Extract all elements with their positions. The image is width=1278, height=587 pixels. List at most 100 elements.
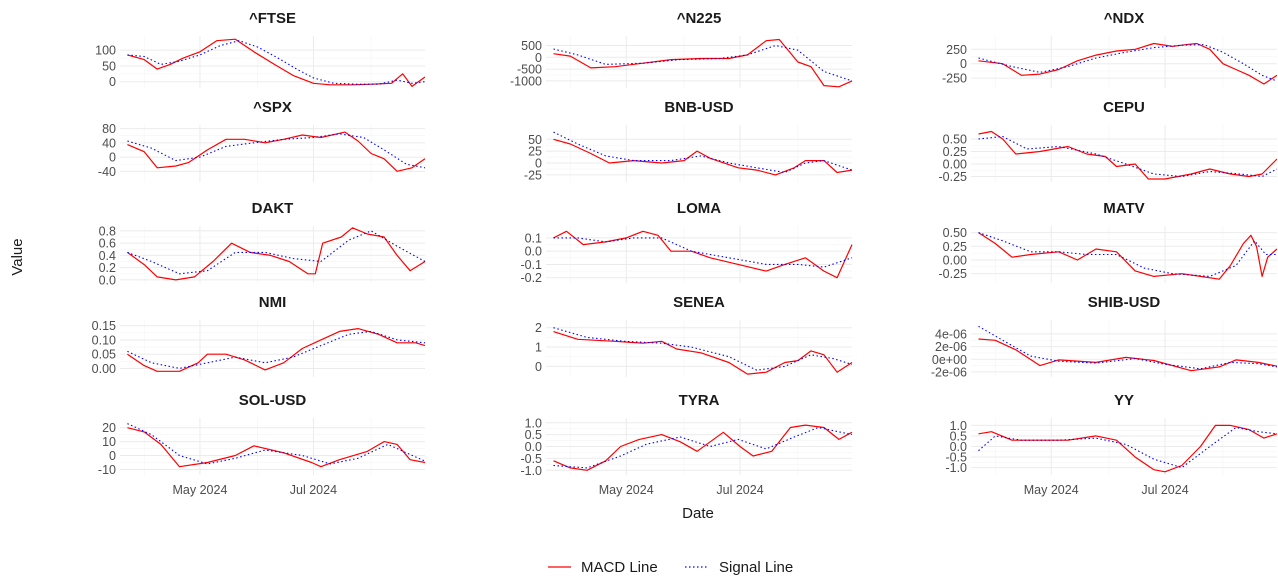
y-tick-label: 0.50 — [943, 226, 967, 240]
y-tick-label: 0.00 — [943, 253, 967, 267]
macd-line-series — [978, 42, 1278, 85]
y-tick-label: 0.1 — [525, 231, 542, 245]
y-tick-label: -0.5 — [520, 452, 542, 466]
signal-line-series — [978, 426, 1278, 469]
y-tick-label: 50 — [102, 59, 116, 73]
y-tick-label: -0.2 — [520, 271, 542, 285]
facet-title: MATV — [1103, 200, 1144, 217]
y-tick-label: -0.25 — [939, 267, 968, 281]
y-tick-label: 0.0 — [525, 245, 542, 259]
y-tick-label: -0.25 — [939, 170, 968, 184]
facet-title: SENEA — [673, 294, 725, 311]
y-tick-label: 0.2 — [99, 261, 116, 275]
y-tick-label: 50 — [528, 133, 542, 147]
y-tick-label: 2e-06 — [935, 340, 967, 354]
y-tick-label: 500 — [521, 39, 542, 53]
y-tick-label: 250 — [946, 43, 967, 57]
signal-line-series — [553, 426, 853, 469]
y-tick-label: 0.0 — [525, 440, 542, 454]
y-tick-label: 0.25 — [943, 240, 967, 254]
x-tick-label: Jul 2024 — [716, 483, 763, 497]
y-tick-label: 100 — [95, 44, 116, 58]
y-tick-label: -1.0 — [945, 461, 967, 475]
macd-line-series — [978, 424, 1278, 473]
x-tick-label: Jul 2024 — [290, 483, 337, 497]
macd-line-series — [127, 38, 426, 88]
y-axis-label: Value — [9, 238, 26, 275]
macd-line-series — [978, 338, 1278, 372]
facet-nmi: 0.150.100.050.00 NMI — [92, 294, 426, 377]
macd-line-series — [553, 331, 853, 375]
y-tick-label: -1000 — [510, 74, 542, 88]
macd-line-series — [553, 424, 853, 471]
y-tick-label: 0 — [535, 51, 542, 65]
facet-title: TYRA — [679, 392, 720, 409]
y-tick-label: -0.1 — [520, 258, 542, 272]
y-tick-label: 0.8 — [99, 224, 116, 238]
macd-line-series — [978, 232, 1278, 280]
x-tick-label: May 2024 — [599, 483, 654, 497]
macd-line-series — [127, 427, 426, 468]
y-tick-label: 0.00 — [943, 158, 967, 172]
y-tick-label: 0.10 — [92, 333, 116, 347]
macd-line-series — [127, 328, 426, 372]
macd-line-series — [127, 227, 426, 281]
y-tick-label: 80 — [102, 122, 116, 136]
signal-line-series — [127, 423, 426, 465]
x-tick-label: Jul 2024 — [1141, 483, 1188, 497]
y-tick-label: 0.5 — [950, 429, 967, 443]
signal-line-series — [127, 230, 426, 275]
y-tick-label: 0 — [109, 75, 116, 89]
y-tick-label: -10 — [98, 463, 116, 477]
y-tick-label: 0.4 — [99, 249, 116, 263]
y-tick-label: 0.15 — [92, 319, 116, 333]
facet-title: BNB-USD — [664, 99, 733, 116]
legend-label-macd: MACD Line — [581, 559, 658, 576]
facet-title: DAKT — [252, 200, 294, 217]
signal-line-series — [127, 330, 426, 369]
y-tick-label: -25 — [524, 168, 542, 182]
facet-title: ^FTSE — [249, 10, 296, 27]
x-tick-label: May 2024 — [173, 483, 228, 497]
y-tick-label: 40 — [102, 136, 116, 150]
y-tick-label: 1.0 — [950, 419, 967, 433]
y-tick-label: 0 — [109, 449, 116, 463]
y-tick-label: -500 — [517, 63, 542, 77]
y-tick-label: -40 — [98, 165, 116, 179]
signal-line-series — [978, 325, 1278, 370]
facet-loma: 0.10.0-0.1-0.2 LOMA — [520, 200, 853, 285]
legend: MACD Line Signal Line — [548, 559, 793, 576]
facet-title: YY — [1114, 392, 1134, 409]
facet-title: SHIB-USD — [1088, 294, 1161, 311]
y-tick-label: 0.0 — [99, 273, 116, 287]
facet-title: ^NDX — [1104, 10, 1144, 27]
x-tick-label: May 2024 — [1024, 483, 1079, 497]
facet-title: ^N225 — [677, 10, 722, 27]
y-tick-label: 0.5 — [525, 428, 542, 442]
y-tick-label: 2 — [535, 321, 542, 335]
y-tick-label: 0.50 — [943, 133, 967, 147]
facet-yy: 1.00.50.0-0.5-1.0 YY May 2024 Jul 2024 — [945, 392, 1278, 497]
facet-title: ^SPX — [253, 99, 292, 116]
y-tick-label: 0 — [109, 151, 116, 165]
x-axis-label: Date — [682, 505, 714, 522]
y-tick-label: 1.0 — [525, 416, 542, 430]
facet-cepu: 0.500.250.00-0.25 CEPU — [939, 99, 1278, 184]
signal-line-series — [553, 327, 853, 371]
y-tick-label: 0 — [535, 360, 542, 374]
legend-label-signal: Signal Line — [719, 559, 793, 576]
signal-line-series — [127, 133, 426, 169]
y-tick-label: 10 — [102, 435, 116, 449]
y-tick-label: 20 — [102, 421, 116, 435]
facet-title: LOMA — [677, 200, 721, 217]
facet-matv: 0.500.250.00-0.25 MATV — [939, 200, 1278, 283]
y-tick-label: 0.6 — [99, 237, 116, 251]
